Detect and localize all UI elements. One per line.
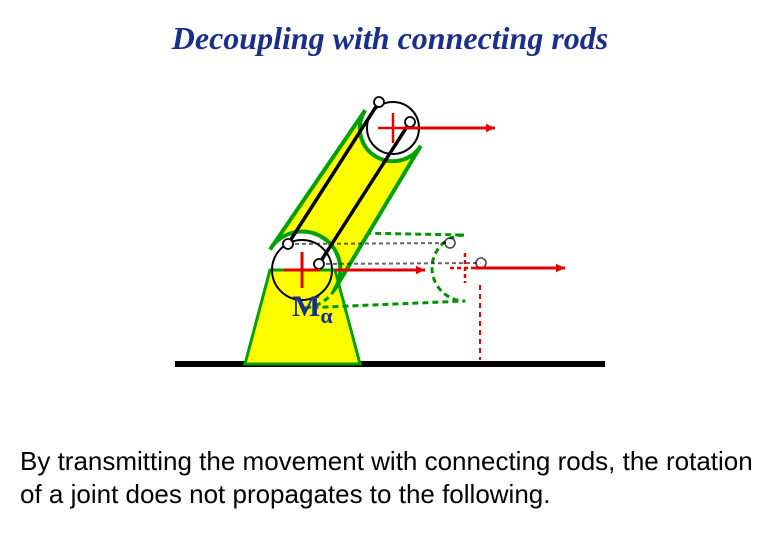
rod-ghost-1 bbox=[319, 263, 481, 264]
diagram-svg bbox=[175, 90, 605, 400]
pivot-ghost-0 bbox=[445, 238, 455, 248]
motor-label-main: M bbox=[292, 290, 320, 323]
pivot-0 bbox=[283, 239, 293, 249]
motor-label: Mα bbox=[292, 290, 333, 329]
motor-label-sub: α bbox=[320, 303, 332, 328]
mechanism-diagram: Mα bbox=[175, 90, 605, 400]
page-title: Decoupling with connecting rods bbox=[0, 20, 780, 57]
pivot-2 bbox=[374, 97, 384, 107]
rod-ghost-0 bbox=[288, 243, 450, 244]
caption-text: By transmitting the movement with connec… bbox=[20, 445, 760, 510]
pivot-3 bbox=[405, 117, 415, 127]
pivot-1 bbox=[314, 259, 324, 269]
